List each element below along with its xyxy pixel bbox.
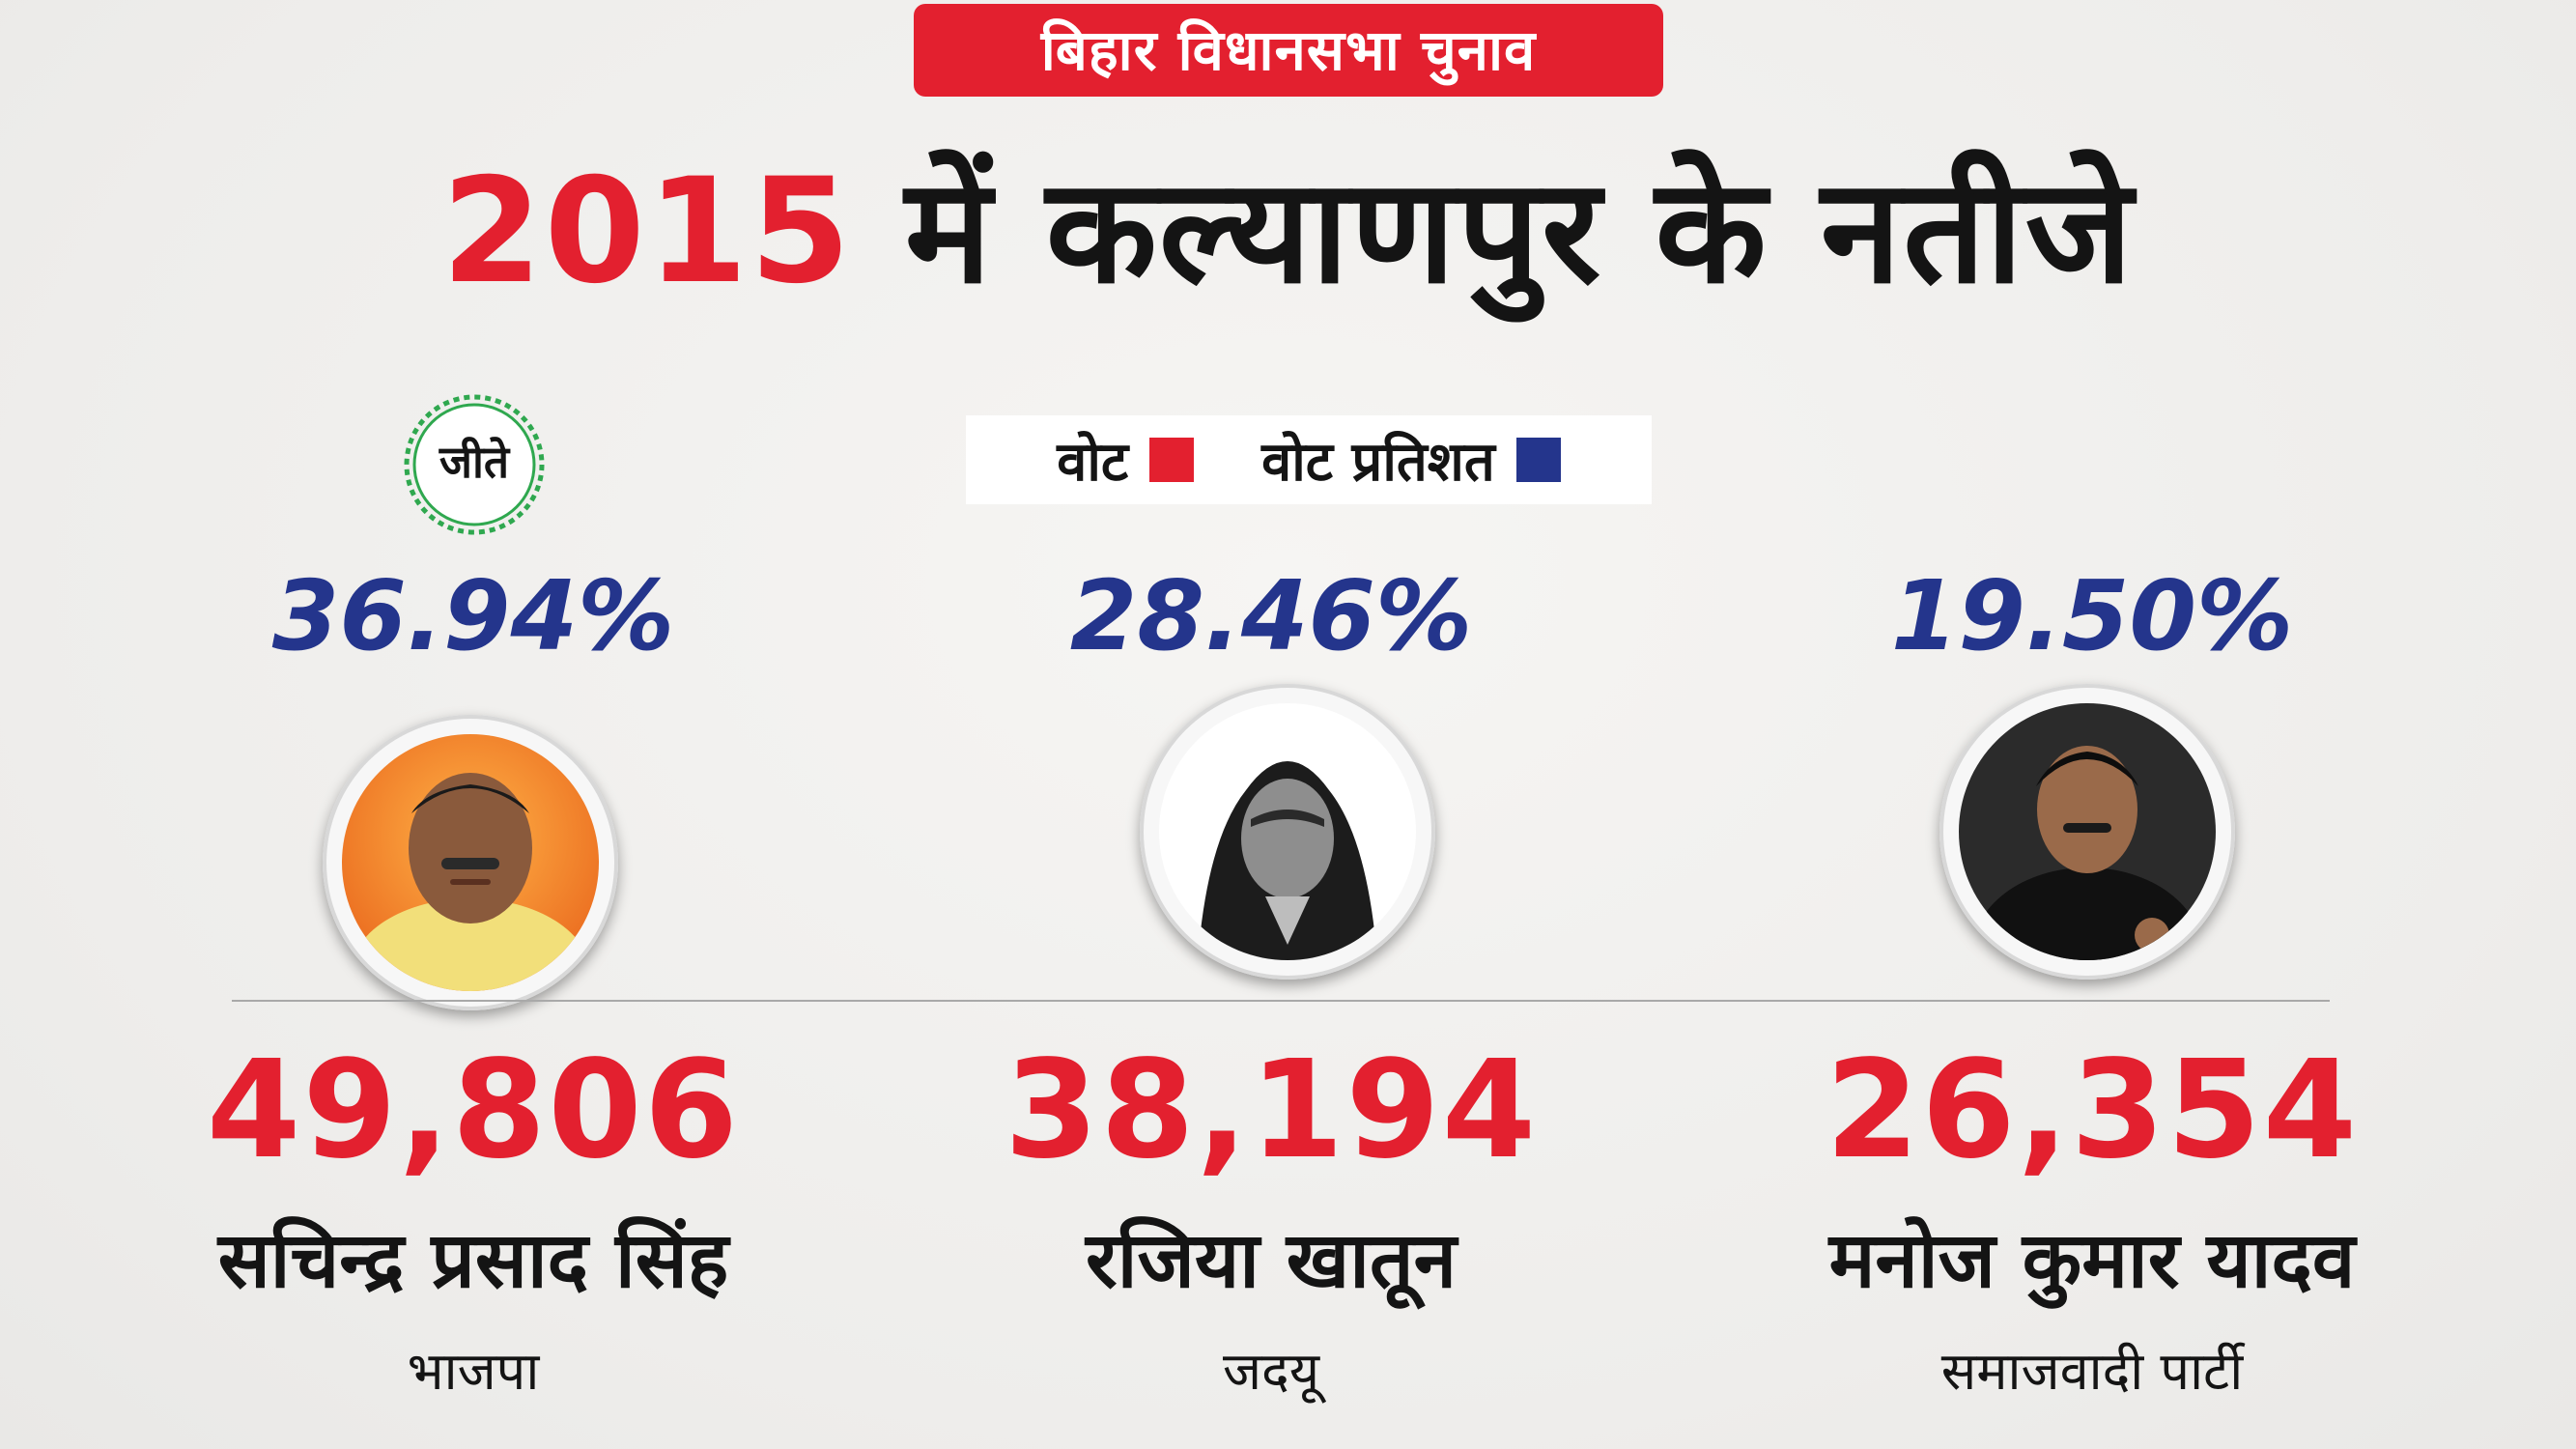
- legend-votes-swatch: [1149, 438, 1195, 482]
- candidate-2-name: रजिया खातून: [1086, 1215, 1457, 1305]
- candidate-3-name: मनोज कुमार यादव: [1828, 1215, 2356, 1305]
- winner-badge: जीते: [401, 391, 548, 538]
- candidate-1-portrait-icon: [342, 734, 599, 991]
- winner-seal-icon: [404, 394, 545, 535]
- headline-year: 2015: [441, 148, 853, 316]
- candidate-1-party: भाजपा: [407, 1341, 540, 1402]
- legend-percent-label: वोट प्रतिशत: [1261, 431, 1495, 494]
- candidate-1-avatar: [323, 715, 618, 1010]
- candidate-2-party: जदयू: [1222, 1341, 1320, 1402]
- divider: [232, 1000, 2330, 1002]
- candidate-1-name: सचिन्द्र प्रसाद सिंह: [217, 1215, 729, 1305]
- page-title: 2015 में कल्याणपुर के नतीजे: [0, 145, 2576, 319]
- candidate-3-avatar: [1939, 684, 2235, 980]
- legend-votes-label: वोट: [1057, 431, 1129, 494]
- legend: वोट वोट प्रतिशत: [966, 415, 1652, 504]
- header-badge: बिहार विधानसभा चुनाव: [914, 4, 1663, 97]
- legend-percent-swatch: [1515, 438, 1561, 482]
- candidate-2-percent: 28.46%: [1069, 559, 1473, 672]
- candidate-2-portrait-icon: [1159, 703, 1416, 960]
- candidate-1-votes: 49,806: [206, 1032, 741, 1189]
- winner-badge-label: जीते: [439, 436, 510, 488]
- candidate-1-percent: 36.94%: [271, 559, 675, 672]
- candidate-2-votes: 38,194: [1004, 1032, 1539, 1189]
- headline-text: में कल्याणपुर के नतीजे: [904, 148, 2135, 316]
- candidate-3-portrait-icon: [1959, 703, 2216, 960]
- candidate-3-votes: 26,354: [1825, 1032, 2360, 1189]
- candidate-2-avatar: [1140, 684, 1435, 980]
- candidate-3-party: समाजवादी पार्टी: [1940, 1341, 2244, 1402]
- candidate-3-percent: 19.50%: [1890, 559, 2294, 672]
